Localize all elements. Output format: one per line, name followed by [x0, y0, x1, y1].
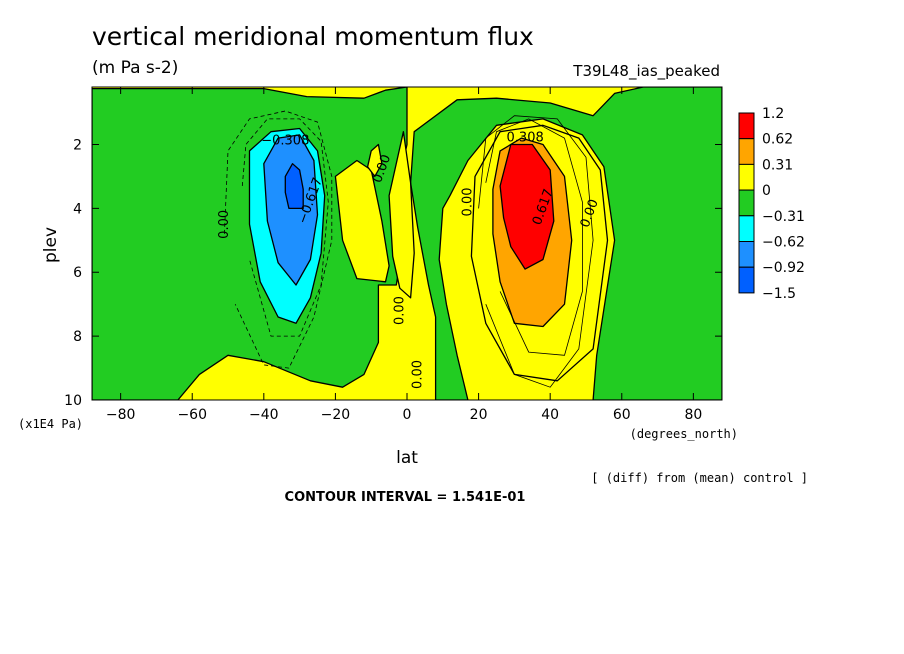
colorbar-swatch [738, 189, 755, 217]
blue-region [263, 134, 319, 286]
green-region-south [92, 87, 408, 400]
x-tick-label: −60 [177, 407, 207, 423]
colorbar: 1.2 0.62 0.31 0 −0.31 −0.62 −0.92 −1.5 [738, 106, 805, 302]
y-axis-label: plev [41, 227, 61, 263]
x-tick-label: −40 [249, 407, 279, 423]
y-axis-units: (x1E4 Pa) [18, 417, 83, 431]
x-tick-label: 60 [613, 407, 631, 423]
contour-label: 0.00 [392, 296, 407, 325]
colorbar-swatch [738, 241, 755, 268]
colorbar-label: 0 [762, 183, 771, 199]
colorbar-swatch [738, 266, 755, 294]
yellow-column-equator [388, 131, 415, 299]
y-tick-label: 2 [73, 137, 82, 153]
colorbar-swatch [738, 163, 755, 191]
colorbar-swatch [738, 215, 755, 243]
y-tick-label: 4 [73, 201, 82, 217]
colorbar-label: −0.31 [762, 209, 805, 225]
contour-label: 0.00 [410, 360, 425, 389]
y-axis-ticks: 2 4 6 8 10 [64, 137, 722, 409]
colorbar-swatch [738, 112, 755, 140]
chart-units: (m Pa s-2) [92, 58, 178, 78]
x-tick-label: 20 [470, 407, 488, 423]
colorbar-label: −0.92 [762, 260, 805, 276]
x-tick-label: 80 [684, 407, 702, 423]
colorbar-swatch [738, 138, 755, 165]
red-region [499, 143, 555, 270]
chart-title: vertical meridional momentum flux [92, 22, 534, 51]
colorbar-label: −0.62 [762, 235, 805, 251]
positive-contour-outer [478, 115, 594, 388]
contour-interval: CONTOUR INTERVAL = 1.541E-01 [285, 490, 526, 505]
negative-contour-mid [241, 118, 329, 337]
x-tick-label: 0 [403, 407, 412, 423]
y-tick-label: 6 [73, 265, 82, 281]
yellow-tongue-south [334, 159, 390, 283]
contour-fills [92, 87, 722, 400]
footer-note: [ (diff) from (mean) control ] [591, 471, 808, 485]
x-tick-label: −20 [321, 407, 351, 423]
negative-contour-outer [224, 110, 333, 369]
contour-label: 0.308 [507, 130, 544, 145]
y-tick-label: 10 [64, 393, 82, 409]
x-axis-ticks: −80 −60 −40 −20 0 20 40 60 80 [106, 87, 702, 423]
colorbar-label: −1.5 [762, 286, 796, 302]
experiment-label: T39L48_ias_peaked [572, 62, 720, 81]
green-region-north [409, 87, 722, 400]
x-tick-label: −80 [106, 407, 136, 423]
x-axis-label: lat [396, 448, 418, 468]
x-tick-label: 40 [541, 407, 559, 423]
y-tick-label: 8 [73, 329, 82, 345]
positive-contour-mid [485, 118, 583, 356]
contour-label: −0.308 [261, 133, 309, 148]
x-axis-units: (degrees_north) [630, 427, 738, 441]
colorbar-label: 1.2 [762, 106, 784, 122]
contour-label: 0.00 [217, 210, 232, 239]
yellow-dot [366, 143, 383, 178]
colorbar-label: 0.62 [762, 132, 793, 148]
contour-label: 0.00 [460, 188, 475, 217]
dark-blue-region [284, 163, 304, 210]
colorbar-label: 0.31 [762, 157, 793, 173]
